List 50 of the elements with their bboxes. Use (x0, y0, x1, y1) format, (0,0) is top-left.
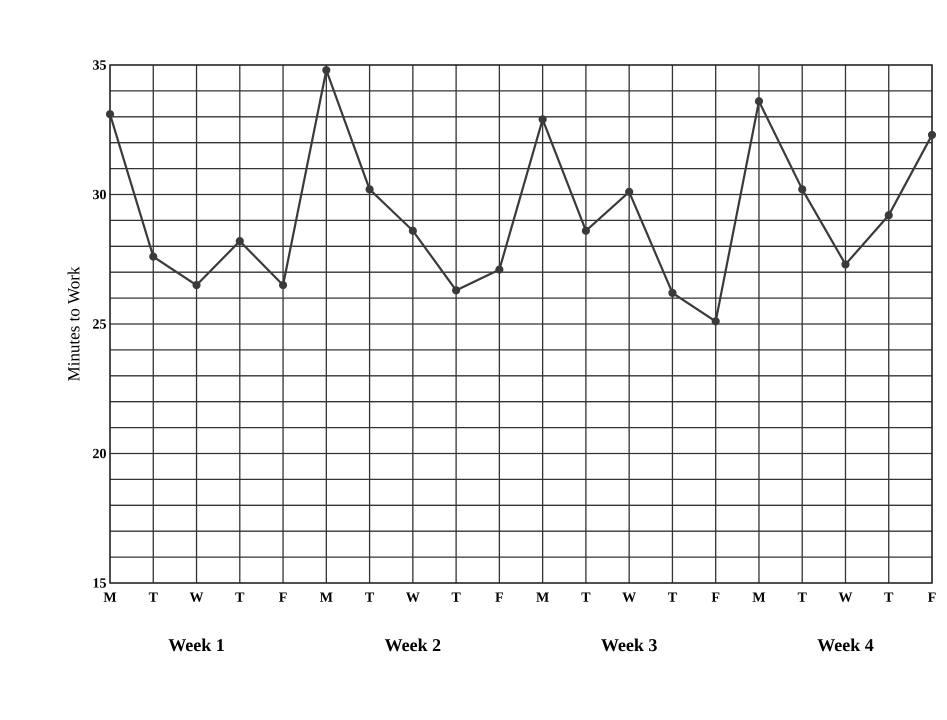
point (668, 288, 677, 298)
x-tick-label: T (148, 592, 158, 602)
x-tick-label: M (752, 592, 766, 602)
point (712, 317, 720, 326)
x-tick-label: W (838, 592, 852, 602)
point (754, 97, 764, 106)
y-tick-label: 30 (93, 190, 106, 200)
x-tick-label: M (320, 592, 333, 602)
point (841, 260, 850, 269)
point (365, 185, 374, 194)
text: Week 1 (168, 638, 224, 652)
point (322, 66, 330, 74)
x-tick-label: T (798, 592, 807, 602)
point (798, 185, 806, 194)
x-tick-label: W (406, 592, 420, 602)
text: Week 4 (817, 638, 874, 652)
x-tick-label: T (884, 592, 894, 602)
y-tick-label: 35 (93, 60, 106, 70)
x-tick-label: W (190, 592, 204, 602)
x-tick-label: T (235, 592, 244, 602)
x-tick-label: F (928, 592, 936, 602)
point (884, 211, 893, 220)
point (495, 266, 504, 274)
y-tick-label: 15 (94, 578, 106, 588)
point (582, 226, 590, 235)
text: Week 3 (601, 638, 657, 652)
point (106, 110, 114, 118)
y-tick-label: 25 (93, 319, 106, 329)
x-tick-label: T (452, 592, 461, 602)
point (928, 130, 936, 140)
x-tick-label: F (712, 592, 720, 602)
point (192, 281, 201, 290)
point (625, 188, 634, 196)
point (538, 115, 547, 124)
x-tick-label: W (622, 592, 636, 602)
x-tick-label: F (279, 592, 287, 602)
x-tick-label: T (365, 592, 374, 602)
text: Week 2 (384, 638, 440, 652)
y-axis-title: Minutes to Work (68, 266, 80, 381)
y-tick-label: 20 (93, 448, 106, 458)
x-tick-label: T (581, 592, 590, 602)
x-tick-label: M (104, 592, 116, 602)
x-tick-label: M (536, 592, 549, 602)
point (278, 281, 288, 290)
x-tick-label: T (668, 592, 677, 602)
x-tick-label: F (495, 592, 503, 602)
point (236, 237, 244, 246)
point (149, 252, 158, 261)
point (452, 286, 460, 294)
point (408, 226, 417, 235)
